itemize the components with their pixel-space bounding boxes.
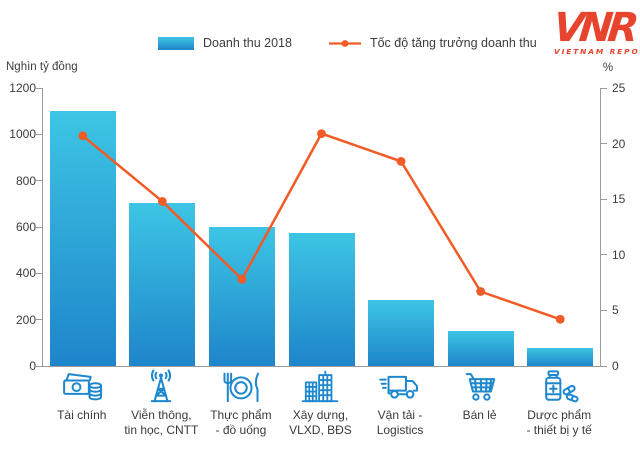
revenue-bar xyxy=(288,232,355,366)
revenue-bar xyxy=(129,202,196,366)
y-axis-tick-left xyxy=(36,226,42,228)
food-plate-icon xyxy=(219,368,263,405)
category-column: Thực phẩm - đồ uống xyxy=(201,368,281,438)
y-axis-tick-left xyxy=(36,365,42,367)
y-tick-label-left: 800 xyxy=(15,173,36,188)
y-axis-tick-right xyxy=(601,365,607,367)
category-column: Viễn thông, tin học, CNTT xyxy=(122,368,202,438)
y-tick-label-right: 0 xyxy=(612,359,619,373)
category-label: Thực phẩm - đồ uống xyxy=(210,408,272,437)
legend-line-swatch xyxy=(328,39,361,47)
category-label: Bán lẻ xyxy=(462,408,497,422)
y-tick-label-right: 10 xyxy=(612,247,626,262)
buildings-icon xyxy=(298,368,342,405)
growth-line-series xyxy=(78,129,565,324)
category-column: Bán lẻ xyxy=(440,368,520,438)
revenue-bar xyxy=(368,299,435,366)
category-column: Dược phẩm - thiết bị y tế xyxy=(519,368,599,438)
legend: Doanh thu 2018 Tốc độ tăng trưởng doanh … xyxy=(158,36,537,50)
y-tick-label-left: 1000 xyxy=(9,127,36,142)
y-axis-tick-left xyxy=(36,87,42,89)
category-column: Xây dựng, VLXD, BĐS xyxy=(281,368,361,438)
plot-area: 0 200 400 600 800 1000 1200 0 5 10 15 20 25 xyxy=(9,81,625,373)
left-axis-title: Nghìn tỷ đồng xyxy=(6,61,78,73)
y-tick-label-left: 200 xyxy=(15,312,36,327)
y-axis-tick-left xyxy=(36,319,42,321)
cart-icon xyxy=(458,368,502,405)
y-tick-label-left: 400 xyxy=(15,266,36,281)
y-tick-label-left: 1200 xyxy=(9,81,36,95)
category-column: Tài chính xyxy=(42,368,122,438)
revenue-bar xyxy=(447,331,514,366)
y-tick-label-left: 600 xyxy=(15,220,36,234)
category-label: Xây dựng, VLXD, BĐS xyxy=(289,408,352,437)
growth-point xyxy=(476,287,486,296)
medicine-icon xyxy=(537,368,581,405)
growth-line xyxy=(81,132,561,321)
growth-point xyxy=(237,274,247,284)
growth-point xyxy=(555,314,565,324)
y-axis-tick-right xyxy=(601,309,607,311)
growth-point xyxy=(396,156,406,166)
revenue-bar xyxy=(208,227,275,366)
logo-subtitle: VIETNAM REPORT xyxy=(554,47,640,56)
y-axis-tick-left xyxy=(36,272,42,274)
legend-line-label: Tốc độ tăng trưởng doanh thu xyxy=(369,36,537,50)
truck-icon xyxy=(378,368,422,405)
y-tick-label-right: 5 xyxy=(612,303,619,318)
growth-point xyxy=(317,129,326,138)
y-axis-tick-left xyxy=(36,133,42,135)
y-axis-tick-right xyxy=(601,143,607,145)
y-tick-label-right: 25 xyxy=(612,81,626,95)
y-tick-label-right: 20 xyxy=(612,136,626,151)
category-label: Viễn thông, tin học, CNTT xyxy=(124,408,199,437)
legend-bar-swatch xyxy=(158,36,194,50)
y-axis-tick-right xyxy=(601,254,607,256)
category-label: Vận tải - Logistics xyxy=(376,408,424,437)
category-axis-row: Tài chính Viễn thông, tin học, CNTT Thực ph… xyxy=(42,368,599,438)
money-icon xyxy=(60,368,104,405)
y-axis-tick-right xyxy=(601,198,607,200)
y-tick-label-left: 0 xyxy=(29,359,36,373)
growth-point xyxy=(78,131,88,141)
category-label: Tài chính xyxy=(57,408,107,422)
vnr-logo: VNR VIETNAM REPORT xyxy=(548,4,640,65)
logo-letters: VNR xyxy=(551,5,638,51)
right-axis-title: % xyxy=(602,62,614,74)
revenue-bar xyxy=(527,347,594,366)
category-label: Dược phẩm - thiết bị y tế xyxy=(526,408,592,437)
y-axis-tick-left xyxy=(36,180,42,182)
category-column: Vận tải - Logistics xyxy=(360,368,440,438)
y-axis-tick-right xyxy=(601,87,607,89)
growth-point xyxy=(157,197,167,206)
legend-bar-label: Doanh thu 2018 xyxy=(203,36,292,50)
antenna-icon xyxy=(139,368,183,405)
y-tick-label-right: 15 xyxy=(612,192,626,207)
